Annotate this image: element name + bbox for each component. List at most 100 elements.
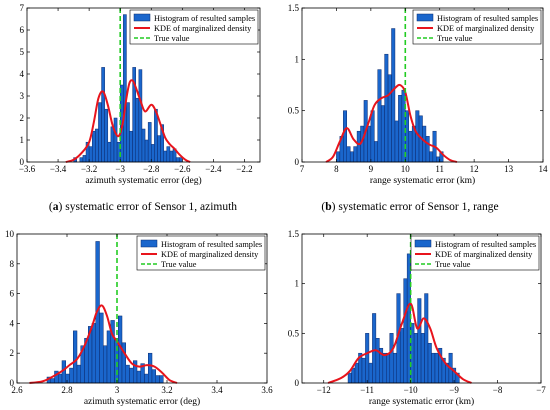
caption-b-text: systematic error of Sensor 1, range — [338, 201, 498, 213]
histogram-bar — [424, 293, 429, 384]
histogram-bar — [58, 373, 63, 384]
y-tick-label: 1.5 — [288, 3, 300, 13]
caption-a-letter: a — [53, 201, 59, 213]
y-tick-label: 0 — [10, 378, 15, 388]
histogram-bar — [98, 102, 102, 163]
caption-a-close: ) — [59, 201, 66, 213]
x-tick-label: 2.8 — [61, 385, 73, 395]
kde-curve — [29, 304, 178, 384]
histogram-bar — [159, 375, 164, 384]
x-tick-label: −11 — [360, 385, 374, 395]
panel-c: 2.6 2.8 3 3.2 3.4 3.6 0 2 4 6 8 10 azimuth systemati… — [5, 229, 273, 407]
y-tick-label: 1.5 — [288, 229, 300, 239]
x-tick-label: −2.2 — [236, 164, 252, 174]
caption-a: (a) systematic error of Sensor 1, azimut… — [49, 201, 237, 213]
panel-b: 7 8 9 10 11 12 13 14 0 0.5 1 1.5 range systematic er… — [288, 3, 548, 186]
histogram-bar — [147, 122, 152, 163]
kde-curve — [327, 302, 472, 384]
legend-entry: True value — [161, 260, 197, 269]
legend-entry: Histogram of resulted samples — [161, 240, 262, 249]
histogram-bar — [163, 150, 168, 163]
x-tick-label: −3 — [115, 164, 125, 174]
x-tick-label: 14 — [539, 164, 549, 174]
legend-entry: Histogram of resulted samples — [154, 14, 255, 23]
kde-curve — [65, 79, 191, 163]
histogram-bar — [389, 333, 394, 384]
histogram-bar — [151, 144, 155, 163]
y-tick-label: 0 — [295, 378, 300, 388]
y-tick-label: 0 — [20, 157, 25, 167]
x-tick-label: 9 — [369, 164, 374, 174]
legend-swatch-histogram — [416, 13, 434, 22]
axes-frame — [26, 7, 261, 163]
x-axis-label: azimuth systematic error (deg) — [84, 396, 200, 407]
histogram-bar — [91, 323, 96, 384]
histogram-bar — [144, 373, 149, 384]
histogram-bar — [123, 14, 127, 163]
histogram-bar — [336, 151, 341, 163]
histogram-bar — [76, 364, 81, 384]
histogram-bar — [413, 333, 418, 384]
histogram-bar — [95, 128, 99, 163]
caption-b-close: ) — [332, 201, 339, 213]
histogram-bar — [349, 151, 354, 163]
legend-swatch-histogram — [133, 13, 151, 22]
panel-a: −3.6 −3.4 −3.2 −3 −2.8 −2.6 −2.4 −2.2 0 1 2 3 4 5 6 7 az… — [19, 3, 261, 186]
histogram-bar — [408, 130, 413, 163]
x-tick-label: −8 — [493, 385, 503, 395]
legend-box — [412, 9, 542, 45]
caption-a-open: ( — [49, 201, 53, 213]
y-tick-label: 4 — [10, 318, 15, 328]
panel-d: −12 −11 −10 −9 −8 −7 0 0.5 1 1.5 range systematic … — [288, 229, 547, 407]
histogram-bar — [361, 357, 366, 384]
legend-entry: KDE of marginalized density — [435, 250, 533, 259]
kde-curve — [325, 83, 458, 163]
axes-frame — [16, 233, 268, 384]
histogram-bar — [353, 146, 358, 163]
histogram-bar — [356, 130, 361, 163]
x-tick-label: −12 — [317, 385, 331, 395]
legend-entry: True value — [437, 34, 473, 43]
histogram-bar — [343, 110, 347, 163]
histogram-bar — [354, 362, 359, 384]
histogram-bar — [380, 105, 385, 163]
histogram-bar — [398, 95, 403, 163]
histogram-bar — [375, 338, 380, 384]
legend-swatch-histogram — [414, 239, 432, 248]
x-tick-label: −2.8 — [143, 164, 160, 174]
legend-entry: KDE of marginalized density — [437, 24, 535, 33]
legend-entry: KDE of marginalized density — [154, 24, 252, 33]
x-tick-label: 3.2 — [161, 385, 172, 395]
caption-a-text: systematic error of Sensor 1, azimuth — [65, 201, 237, 213]
y-tick-label: 3 — [20, 91, 25, 101]
histogram-bar — [384, 53, 389, 163]
legend-box — [129, 9, 259, 45]
histogram-bar — [144, 139, 149, 163]
histogram-bar — [154, 108, 158, 163]
histogram-bar — [103, 345, 108, 384]
histogram-bar — [431, 352, 436, 384]
histogram-bar — [65, 373, 70, 384]
histogram-bar — [374, 141, 378, 163]
histogram-bar — [107, 141, 112, 163]
legend-swatch-histogram — [140, 239, 158, 248]
histogram-bar — [178, 157, 183, 163]
histogram-bar — [151, 369, 156, 384]
histogram-bar — [372, 313, 377, 384]
histogram-bar — [425, 136, 430, 163]
histogram-bar — [113, 117, 118, 163]
histogram-bar — [399, 328, 404, 384]
y-tick-label: 2 — [10, 348, 15, 358]
x-tick-label: 13 — [504, 164, 514, 174]
y-tick-label: 7 — [20, 3, 25, 13]
x-tick-label: −7 — [536, 385, 546, 395]
caption-b: (b) systematic error of Sensor 1, range — [321, 201, 498, 213]
histogram-bar — [427, 343, 432, 384]
x-tick-label: 3 — [115, 385, 120, 395]
legend-box — [410, 235, 540, 271]
histogram-bar — [394, 120, 399, 163]
histogram-bar — [135, 97, 140, 163]
histogram-bar — [417, 298, 422, 384]
histogram-bar — [434, 352, 439, 384]
x-tick-label: −3.6 — [19, 164, 36, 174]
